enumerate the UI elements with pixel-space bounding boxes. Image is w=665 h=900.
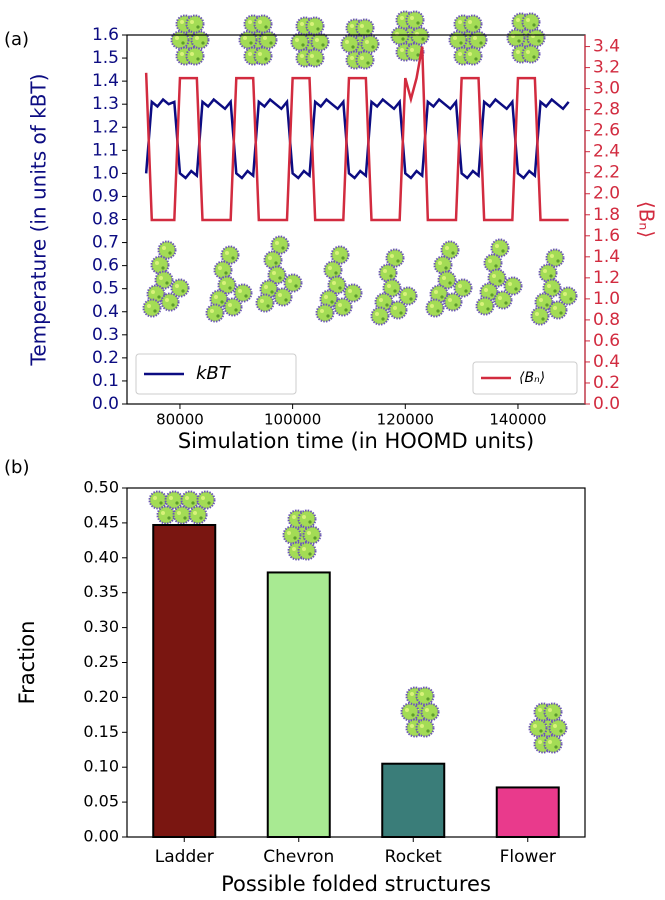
y-tick-label: 0.40 <box>83 547 119 566</box>
y2-tick-label: 1.6 <box>593 226 620 246</box>
y-tick-label: 1.0 <box>92 163 119 183</box>
y-axis-label: Fraction <box>15 621 39 705</box>
y-tick-label: 0.2 <box>92 348 119 368</box>
y-tick-label: 0.20 <box>83 687 119 706</box>
y2-tick-label: 0.0 <box>593 394 620 414</box>
y2-tick-label: 2.6 <box>593 121 620 141</box>
y-tick-label: 0.3 <box>92 325 119 345</box>
y2-tick-label: 2.4 <box>593 142 620 162</box>
y2-tick-label: 1.0 <box>593 289 620 309</box>
y-tick-label: 0.45 <box>83 512 119 531</box>
x-tick-label: Chevron <box>263 847 334 867</box>
y-tick-label: 0.4 <box>92 302 119 322</box>
y2-tick-label: 0.2 <box>593 373 620 393</box>
x-tick-label: 120000 <box>377 411 434 429</box>
y-tick-label: 0.10 <box>83 757 119 776</box>
y-tick-label: 1.2 <box>92 117 119 137</box>
y-axis-label: Temperature (in units of kBT) <box>27 74 51 367</box>
y-tick-label: 0.1 <box>92 371 119 391</box>
y2-tick-label: 3.0 <box>593 79 620 99</box>
plot-frame <box>126 487 586 838</box>
series-line <box>144 97 570 180</box>
x-tick-label: 80000 <box>156 411 204 429</box>
legend-box <box>135 353 297 395</box>
y2-tick-label: 0.6 <box>593 331 620 351</box>
y-tick-label: 0.50 <box>83 478 119 497</box>
bar <box>266 571 331 838</box>
y2-tick-label: 1.4 <box>593 247 620 267</box>
bar <box>495 786 560 839</box>
y2-tick-label: 2.8 <box>593 100 620 120</box>
x-tick-label: Ladder <box>155 847 214 867</box>
x-tick-label: Flower <box>500 847 556 867</box>
series-line <box>144 46 569 222</box>
y-tick-label: 0.00 <box>83 827 119 846</box>
y2-axis-label: ⟨Bₙ⟩ <box>635 201 659 238</box>
x-tick-label: Rocket <box>385 847 442 867</box>
bar <box>381 762 446 839</box>
y-tick-label: 0.9 <box>92 186 119 206</box>
y2-tick-label: 0.8 <box>593 310 620 330</box>
legend-label: kBT <box>196 363 232 384</box>
y-tick-label: 0.15 <box>83 722 119 741</box>
y-tick-label: 0.30 <box>83 617 119 636</box>
panel-label: (a) <box>4 29 29 50</box>
y-tick-label: 1.6 <box>92 25 119 45</box>
y2-tick-label: 1.2 <box>593 268 620 288</box>
x-axis-label: Simulation time (in HOOMD units) <box>178 429 534 453</box>
y-tick-label: 1.5 <box>92 48 119 68</box>
y2-tick-label: 2.0 <box>593 184 620 204</box>
legend-label: ⟨Bₙ⟩ <box>519 370 545 386</box>
y-tick-label: 1.3 <box>92 94 119 114</box>
y-tick-label: 0.0 <box>92 394 119 414</box>
x-axis-label: Possible folded structures <box>221 872 491 896</box>
y-tick-label: 0.8 <box>92 210 119 230</box>
y2-tick-label: 3.2 <box>593 58 620 78</box>
y-tick-label: 0.25 <box>83 652 119 671</box>
y2-tick-label: 2.2 <box>593 163 620 183</box>
y-tick-label: 0.35 <box>83 582 119 601</box>
legend-box <box>472 361 578 395</box>
y-tick-label: 1.1 <box>92 140 119 160</box>
y2-tick-label: 0.4 <box>593 352 620 372</box>
y2-tick-label: 3.4 <box>593 37 620 57</box>
y2-tick-label: 1.8 <box>593 205 620 225</box>
y-tick-label: 0.7 <box>92 233 119 253</box>
y-tick-label: 1.4 <box>92 71 119 91</box>
x-tick-label: 140000 <box>489 411 546 429</box>
bar <box>152 523 217 839</box>
y-tick-label: 0.6 <box>92 256 119 276</box>
y-tick-label: 0.5 <box>92 279 119 299</box>
x-tick-label: 100000 <box>264 411 321 429</box>
y-tick-label: 0.05 <box>83 792 119 811</box>
panel-label: (b) <box>4 457 29 478</box>
